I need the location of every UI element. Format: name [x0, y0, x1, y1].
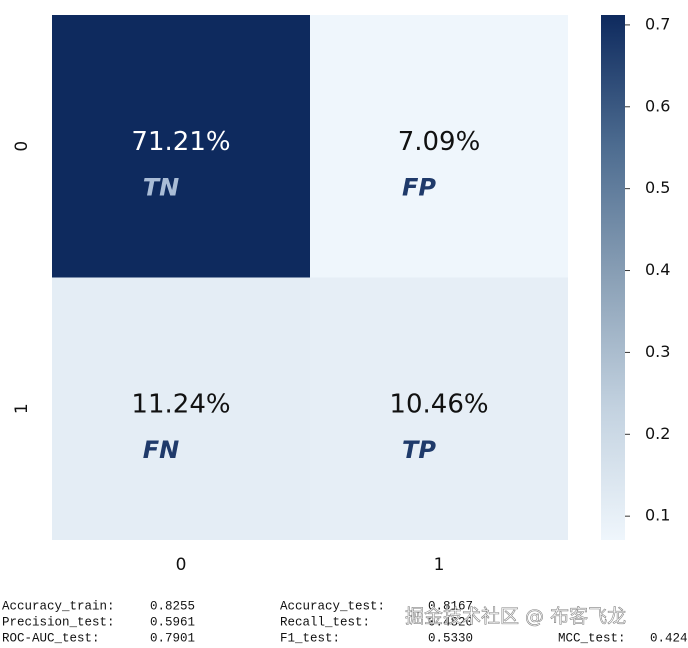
cell-annotation: FN: [143, 436, 179, 464]
metric-value: 0.7901: [150, 631, 195, 645]
x-tick-label: 0: [176, 555, 187, 575]
colorbar-tick-label: 0.3: [645, 342, 670, 361]
metric-label: Accuracy_train:: [2, 599, 115, 613]
metric-label: MCC_test:: [558, 631, 626, 645]
heatmap-cell: [52, 15, 310, 278]
colorbar-tick-label: 0.4: [645, 260, 670, 279]
metric-value: 0.5330: [428, 631, 473, 645]
colorbar-tick-label: 0.7: [645, 14, 670, 33]
heatmap-cell: [52, 277, 310, 540]
watermark: 掘金技术社区 @ 布客飞龙: [405, 606, 626, 628]
metric-value: 0.424: [650, 631, 688, 645]
cell-value-label: 71.21%: [131, 127, 230, 157]
cell-annotation: TP: [402, 436, 436, 464]
cell-annotation: TN: [143, 173, 179, 201]
heatmap-cell: [310, 15, 568, 278]
heatmap-cell: [310, 277, 568, 540]
metric-label: ROC-AUC_test:: [2, 631, 100, 645]
colorbar-tick-label: 0.2: [645, 424, 670, 443]
metric-label: Recall_test:: [280, 615, 370, 629]
metric-value: 0.8255: [150, 599, 195, 613]
colorbar-tick-label: 0.5: [645, 178, 670, 197]
metric-value: 0.4820: [428, 615, 473, 629]
metric-label: Accuracy_test:: [280, 599, 385, 613]
cell-annotation: FP: [402, 173, 436, 201]
cell-value-label: 11.24%: [131, 389, 230, 419]
colorbar-tick-label: 0.1: [645, 506, 670, 525]
colorbar: [601, 15, 625, 540]
y-tick-label: 0: [12, 141, 32, 152]
cell-value-label: 10.46%: [389, 389, 488, 419]
metric-label: Precision_test:: [2, 615, 115, 629]
colorbar-tick-label: 0.6: [645, 96, 670, 115]
metric-label: F1_test:: [280, 631, 340, 645]
metric-value: 0.8167: [428, 599, 473, 613]
x-tick-label: 1: [434, 555, 445, 575]
cell-value-label: 7.09%: [398, 127, 481, 157]
metric-value: 0.5961: [150, 615, 195, 629]
y-tick-label: 1: [12, 403, 32, 414]
